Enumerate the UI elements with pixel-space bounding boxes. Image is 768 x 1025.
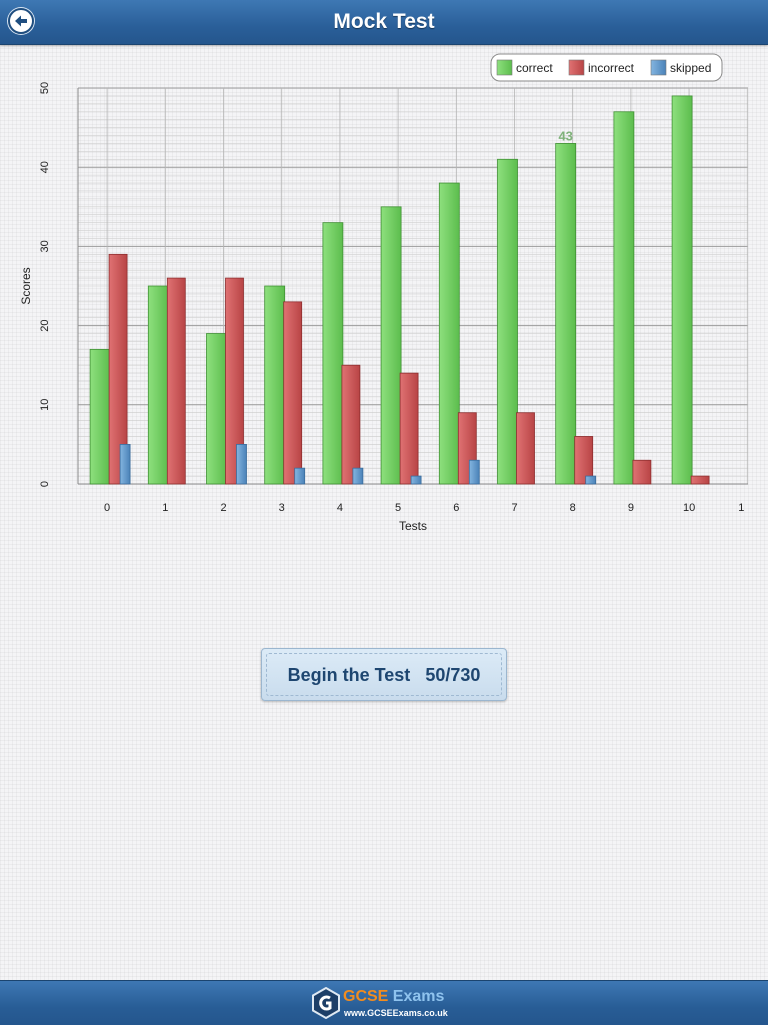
test-progress-count: 50/730 <box>425 665 481 685</box>
top-bar: Mock Test <box>0 0 768 45</box>
logo-title: GCSE Exams <box>343 988 444 1006</box>
scores-chart: 0 10 20 30 40 50 Scores 0 1 2 3 4 5 6 7 8 9 10 1 Tests 43 cor… <box>0 44 768 544</box>
footer-bar: GCSE Exams www.GCSEExams.co.uk <box>0 980 768 1025</box>
correct-bar <box>555 143 577 485</box>
correct-bar <box>322 222 344 485</box>
x-tick-label: 1 <box>162 502 168 514</box>
x-tick-label: 5 <box>395 502 401 514</box>
page-title: Mock Test <box>333 10 435 33</box>
y-tick-label: 30 <box>39 240 51 252</box>
skipped-bar <box>236 443 247 485</box>
logo-url: www.GCSEExams.co.uk <box>344 1008 448 1018</box>
incorrect-bar <box>632 459 652 485</box>
back-button[interactable] <box>8 8 34 34</box>
legend-swatch <box>568 59 585 76</box>
correct-bar <box>206 333 227 485</box>
x-tick-label: 3 <box>279 502 285 514</box>
incorrect-bar <box>108 253 128 485</box>
incorrect-bar <box>399 372 419 485</box>
arrow-left-icon <box>15 15 27 27</box>
correct-bar <box>264 285 286 485</box>
x-tick-label: 6 <box>453 502 459 514</box>
incorrect-bar <box>516 412 535 485</box>
incorrect-bar <box>283 301 303 485</box>
x-tick-label: 0 <box>104 502 110 514</box>
begin-test-button[interactable]: Begin the Test 50/730 <box>261 648 507 701</box>
legend-label: skipped <box>670 61 711 75</box>
skipped-bar <box>468 459 480 485</box>
incorrect-bar <box>166 277 186 485</box>
y-tick-label: 0 <box>39 481 51 487</box>
legend-label: incorrect <box>588 61 635 75</box>
logo-brand: GCSE <box>343 988 389 1005</box>
correct-bar <box>671 95 693 485</box>
incorrect-bar <box>690 475 710 485</box>
y-axis-label: Scores <box>19 267 33 304</box>
chart-svg: 0 10 20 30 40 50 Scores 0 1 2 3 4 5 6 7 8 9 10 1 Tests 43 cor… <box>19 53 748 533</box>
x-tick-label: 10 <box>683 502 695 514</box>
skipped-bar <box>294 467 306 485</box>
skipped-bar <box>119 443 131 485</box>
x-tick-label: 1 <box>738 502 744 514</box>
correct-bar <box>147 285 169 485</box>
legend-swatch <box>650 59 667 76</box>
x-axis-label: Tests <box>399 519 427 533</box>
y-tick-label: 10 <box>39 399 51 411</box>
skipped-bar <box>410 475 422 485</box>
legend-swatch <box>496 59 513 76</box>
begin-test-label: Begin the Test <box>287 665 411 685</box>
x-tick-label: 2 <box>220 502 226 514</box>
correct-bar <box>497 158 518 485</box>
correct-bar <box>89 348 111 485</box>
x-tick-label: 8 <box>570 502 576 514</box>
correct-bar <box>438 182 460 485</box>
y-tick-label: 40 <box>39 161 51 173</box>
gcse-hexagon-logo-icon <box>312 987 340 1019</box>
x-tick-label: 4 <box>337 502 343 514</box>
correct-bar <box>380 206 402 485</box>
correct-bar <box>613 111 635 485</box>
incorrect-bar <box>341 364 361 485</box>
legend-label: correct <box>516 61 553 75</box>
y-tick-label: 50 <box>39 82 51 94</box>
incorrect-bar <box>225 277 244 485</box>
gcse-exams-logo[interactable]: GCSE Exams www.GCSEExams.co.uk <box>311 985 471 1021</box>
data-label: 43 <box>558 128 572 143</box>
skipped-bar <box>352 467 364 485</box>
x-tick-label: 9 <box>628 502 634 514</box>
skipped-bar <box>585 475 597 485</box>
y-tick-label: 20 <box>39 319 51 331</box>
logo-word: Exams <box>392 988 445 1005</box>
incorrect-bar <box>574 436 594 485</box>
begin-test-button-inner: Begin the Test 50/730 <box>266 653 502 696</box>
x-tick-label: 7 <box>511 502 517 514</box>
